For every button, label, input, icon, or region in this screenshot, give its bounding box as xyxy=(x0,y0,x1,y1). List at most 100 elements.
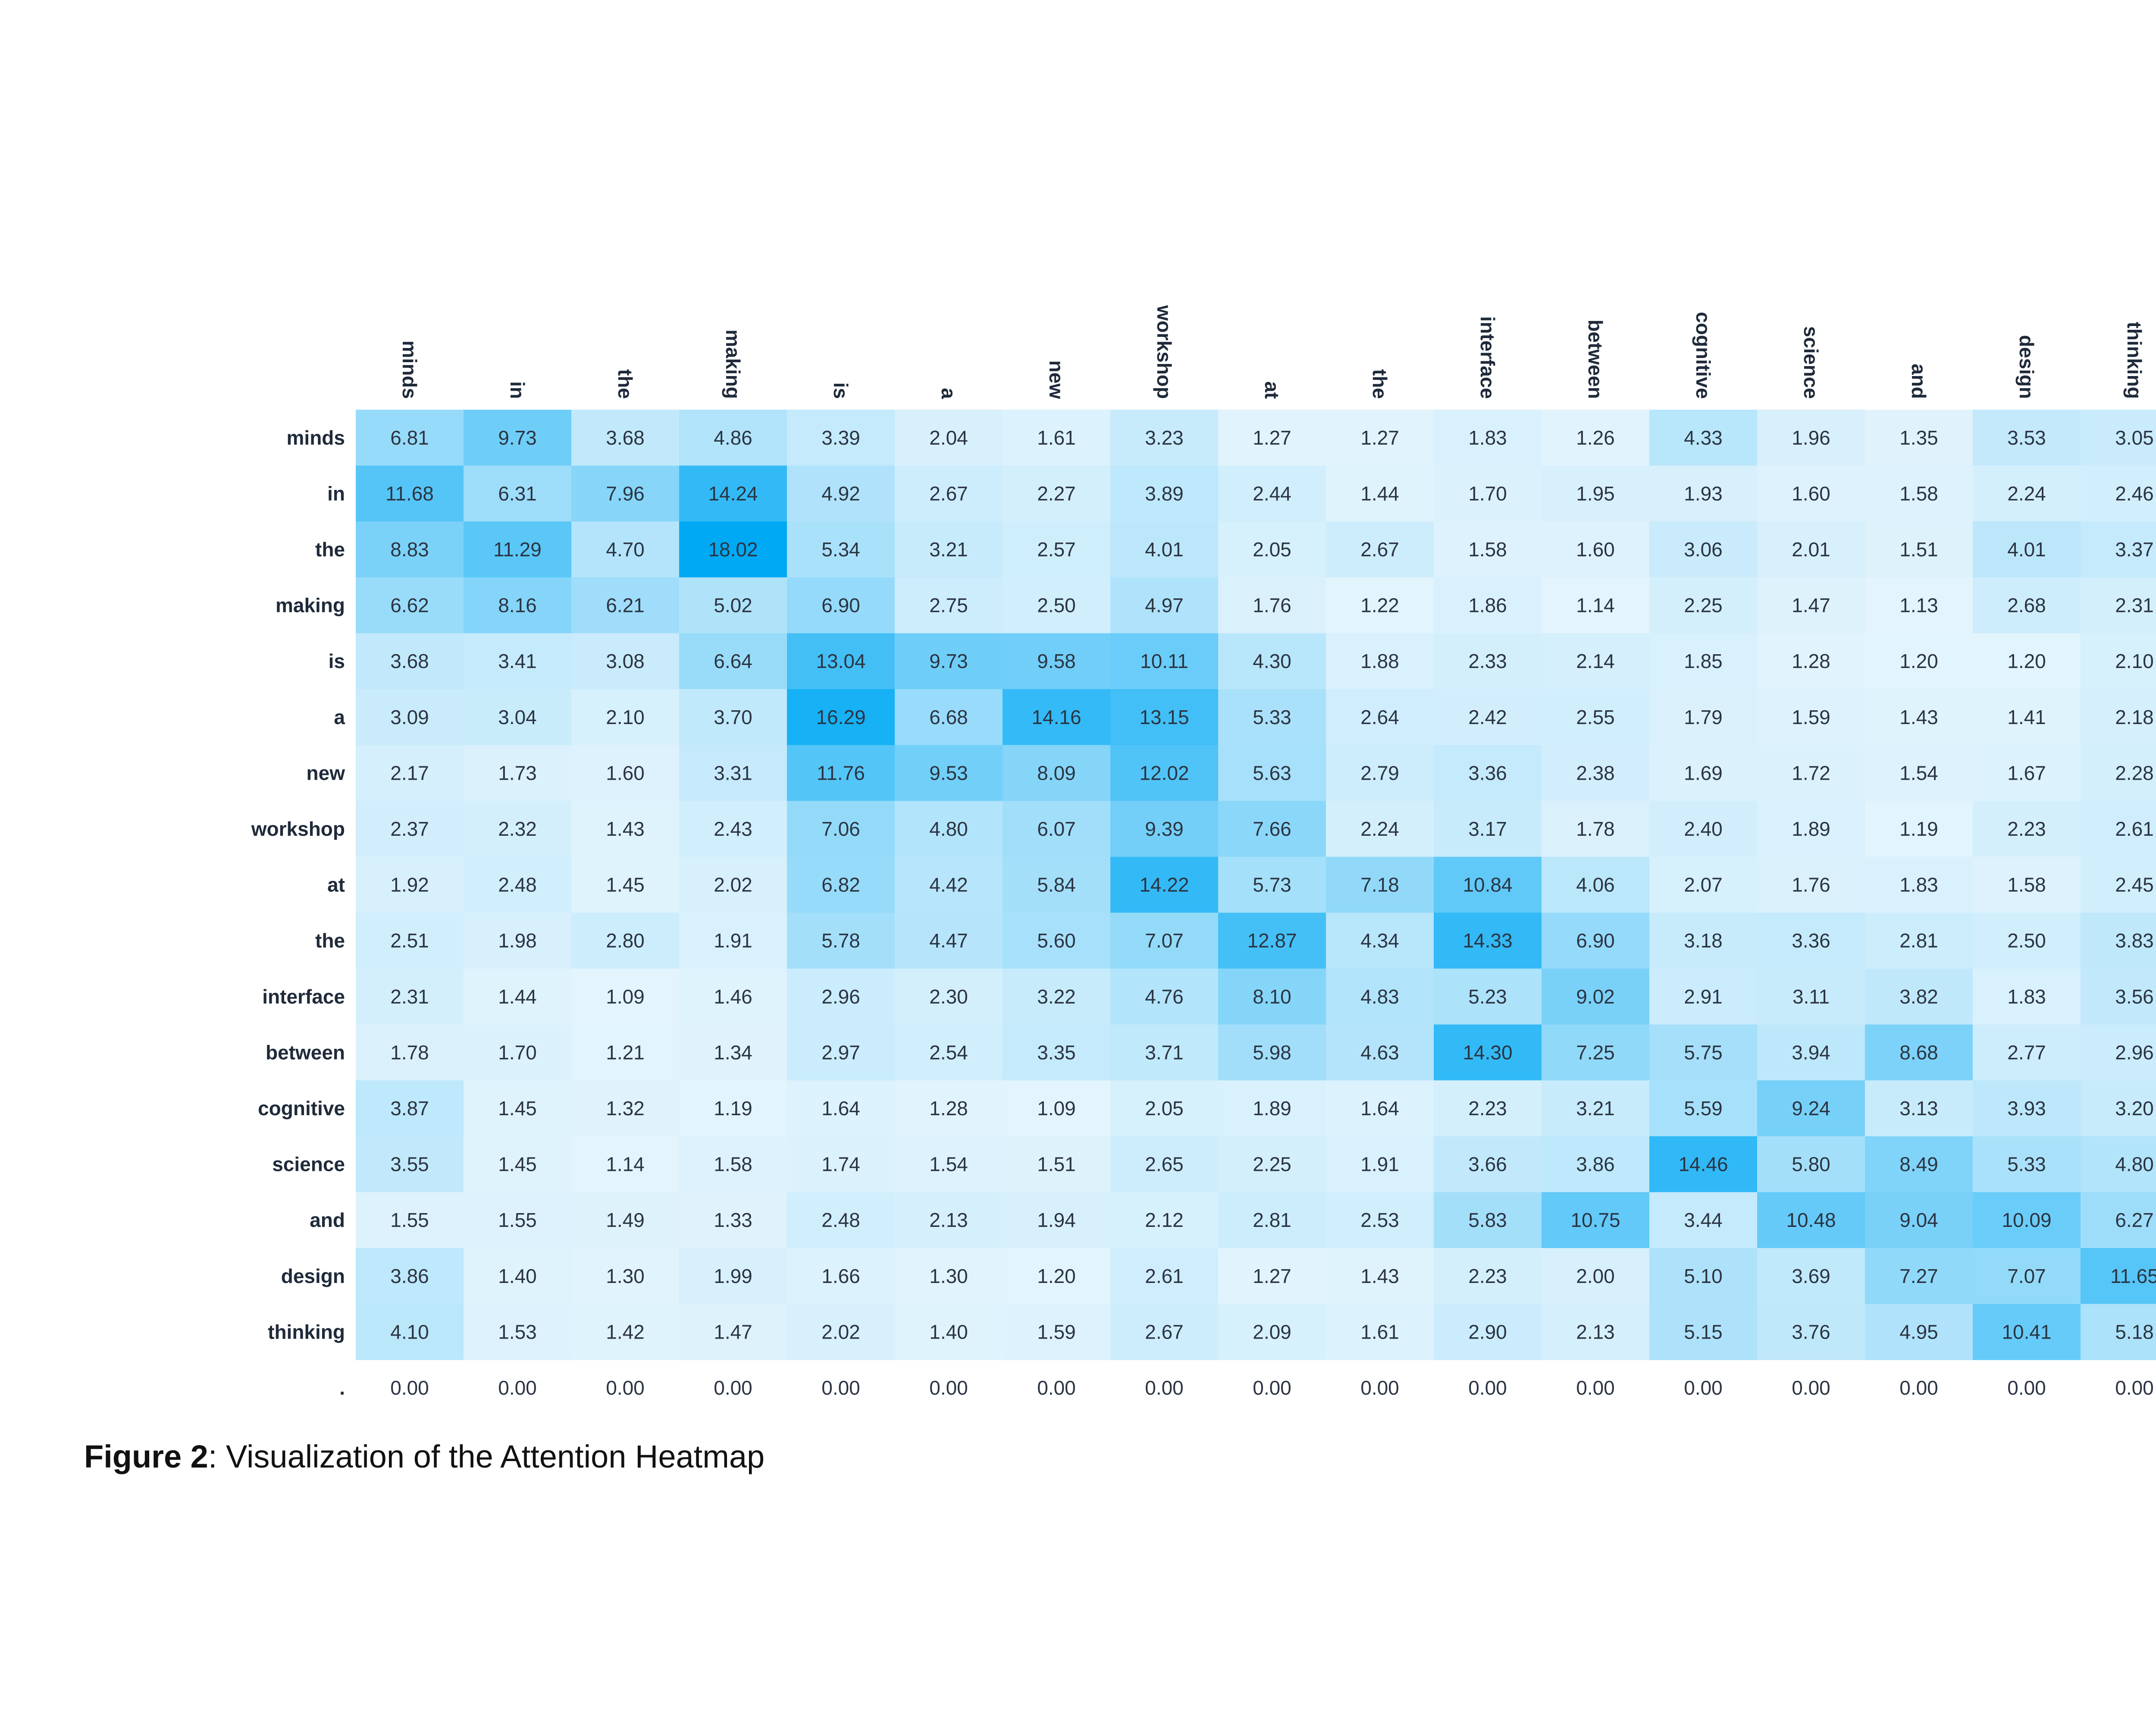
cell-value: 11.76 xyxy=(817,762,865,784)
heatmap-cell xyxy=(679,1136,787,1192)
heatmap-cell xyxy=(1434,577,1542,634)
heatmap-cell xyxy=(1434,521,1542,578)
cell-value: 2.23 xyxy=(1468,1265,1507,1287)
heatmap-cell xyxy=(1434,1024,1542,1081)
heatmap-cell xyxy=(679,745,787,801)
heatmap-cell xyxy=(1003,1192,1111,1248)
cell-value: 1.83 xyxy=(2007,985,2046,1008)
heatmap-cell xyxy=(2081,1080,2156,1137)
heatmap-cell xyxy=(679,856,787,913)
heatmap-cell xyxy=(1218,1024,1326,1081)
heatmap-cell xyxy=(1757,633,1865,690)
cell-value-labels: 6.81 9.73 3.68 4.86 3.39 2.04 1.61 3.23 1.27 1.27… xyxy=(385,427,2156,1399)
heatmap-cell xyxy=(1110,689,1219,746)
heatmap-cell xyxy=(1865,521,1973,578)
heatmap-cell xyxy=(1757,1080,1865,1137)
cell-value: 0.00 xyxy=(1145,1377,1184,1399)
heatmap-cell xyxy=(464,1080,572,1137)
cell-value: 1.55 xyxy=(390,1209,429,1231)
heatmap-cell xyxy=(571,913,680,969)
heatmap-cell xyxy=(1649,465,1758,522)
cell-value: 1.45 xyxy=(498,1153,537,1176)
heatmap-cell xyxy=(1110,913,1219,969)
heatmap-cell xyxy=(895,577,1003,634)
heatmap-cell xyxy=(1326,465,1434,522)
cell-value: 0.00 xyxy=(390,1377,429,1399)
row-label: design xyxy=(281,1265,345,1287)
cell-value: 4.97 xyxy=(1145,594,1184,617)
heatmap-cell xyxy=(356,913,464,969)
heatmap-cell xyxy=(1649,913,1758,969)
cell-value: 1.92 xyxy=(390,874,429,896)
heatmap-cell xyxy=(1973,1136,2081,1192)
cell-value: 1.46 xyxy=(714,985,752,1008)
heatmap-cell xyxy=(679,577,787,634)
heatmap-cell xyxy=(895,633,1003,690)
heatmap-cell xyxy=(1110,410,1219,466)
heatmap-cell xyxy=(571,1136,680,1192)
cell-value: 2.96 xyxy=(821,985,860,1008)
heatmap-cell xyxy=(1542,745,1650,801)
heatmap-cell xyxy=(1542,913,1650,969)
heatmap-cell xyxy=(571,1192,680,1248)
heatmap-cell xyxy=(1649,633,1758,690)
cell-value: 1.51 xyxy=(1899,538,1938,561)
cell-value: 5.84 xyxy=(1037,874,1076,896)
cell-value: 1.85 xyxy=(1684,650,1723,672)
cell-value: 1.40 xyxy=(929,1320,968,1343)
cell-value: 5.15 xyxy=(1684,1320,1723,1343)
cell-value: 1.27 xyxy=(1253,427,1291,449)
heatmap-cell xyxy=(1110,633,1219,690)
cell-value: 9.73 xyxy=(498,427,537,449)
cell-value: 6.90 xyxy=(1576,929,1615,952)
heatmap-cell xyxy=(1110,465,1219,522)
heatmap-cell xyxy=(1218,1304,1326,1360)
heatmap-cell xyxy=(2081,913,2156,969)
cell-value: 8.16 xyxy=(498,594,537,617)
cell-value: 14.33 xyxy=(1463,929,1512,952)
cell-value: 2.18 xyxy=(2115,706,2154,728)
heatmap-cell xyxy=(1218,689,1326,746)
heatmap-cell xyxy=(1003,577,1111,634)
cell-value: 1.33 xyxy=(714,1209,752,1231)
heatmap-cell xyxy=(356,633,464,690)
cell-value: 1.89 xyxy=(1792,818,1830,840)
heatmap-cell xyxy=(1865,1080,1973,1137)
cell-value: 2.53 xyxy=(1360,1209,1399,1231)
cell-value: 9.39 xyxy=(1145,818,1184,840)
cell-value: 1.19 xyxy=(1899,818,1938,840)
heatmap-cell xyxy=(679,969,787,1025)
cell-value: 10.41 xyxy=(2002,1320,2051,1343)
heatmap-cell xyxy=(1649,577,1758,634)
heatmap-cell xyxy=(1865,577,1973,634)
heatmap-cell xyxy=(1326,1192,1434,1248)
heatmap-cell xyxy=(1110,745,1219,801)
cell-value: 4.76 xyxy=(1145,985,1184,1008)
heatmap-cell xyxy=(1003,969,1111,1025)
heatmap-cell xyxy=(1542,689,1650,746)
cell-value: 14.16 xyxy=(1031,706,1081,728)
cell-value: 3.22 xyxy=(1037,985,1076,1008)
heatmap-cell xyxy=(571,410,680,466)
cell-value: 2.67 xyxy=(929,482,968,505)
heatmap-cell xyxy=(1003,633,1111,690)
cell-value: 11.29 xyxy=(493,538,542,561)
cell-value: 1.43 xyxy=(1360,1265,1399,1287)
cell-value: 2.28 xyxy=(2115,762,2154,784)
heatmap-cell xyxy=(1973,1192,2081,1248)
heatmap-cell xyxy=(679,1248,787,1305)
cell-value: 1.59 xyxy=(1792,706,1830,728)
heatmap-cell xyxy=(1218,521,1326,578)
cell-value: 2.54 xyxy=(929,1041,968,1063)
caption-text: : Visualization of the Attention Heatmap xyxy=(208,1439,765,1474)
cell-value: 0.00 xyxy=(714,1377,752,1399)
cell-value: 1.88 xyxy=(1360,650,1399,672)
heatmap-cell xyxy=(895,856,1003,913)
cell-value: 5.34 xyxy=(821,538,860,561)
heatmap-cell xyxy=(1218,913,1326,969)
heatmap-cell xyxy=(2081,1024,2156,1081)
cell-value: 1.34 xyxy=(714,1041,752,1063)
cell-value: 5.10 xyxy=(1684,1265,1723,1287)
cell-value: 14.24 xyxy=(708,482,758,505)
cell-value: 1.45 xyxy=(498,1097,537,1120)
